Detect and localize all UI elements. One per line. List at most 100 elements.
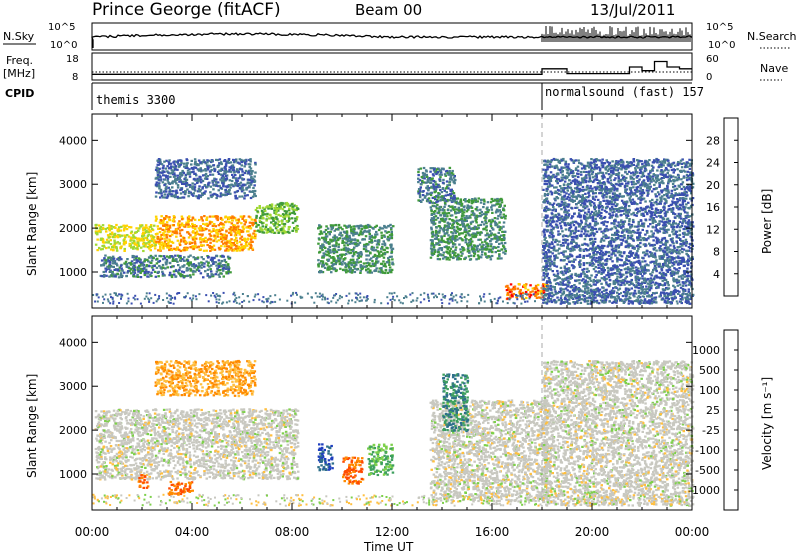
power-data-cell — [434, 188, 438, 191]
power-data-cell — [108, 266, 111, 269]
power-data-cell — [641, 285, 644, 288]
power-data-cell — [506, 284, 509, 287]
power-data-cell — [550, 159, 553, 162]
power-data-cell — [95, 231, 98, 234]
power-data-cell — [493, 235, 497, 238]
power-data-cell — [431, 239, 434, 242]
power-data-cell — [426, 198, 429, 201]
power-data-cell — [548, 234, 551, 237]
power-data-cell — [180, 188, 183, 191]
freq-left-tick-bottom: 8 — [72, 72, 78, 83]
power-data-cell — [170, 248, 174, 252]
power-data-cell — [491, 211, 494, 214]
power-data-cell — [217, 181, 220, 184]
power-data-cell — [226, 272, 230, 275]
power-data-cell — [441, 218, 444, 221]
power-data-cell — [565, 256, 569, 260]
power-data-cell — [348, 267, 352, 270]
power-data-cell — [193, 186, 197, 189]
power-data-cell — [601, 301, 604, 304]
power-data-cell — [167, 227, 170, 230]
power-data-cell — [153, 239, 156, 242]
power-data-cell — [119, 264, 123, 267]
power-data-cell — [214, 180, 218, 183]
power-data-cell — [212, 229, 215, 232]
power-data-cell — [283, 210, 287, 213]
power-data-cell — [450, 214, 454, 217]
power-data-cell — [447, 212, 451, 215]
power-data-cell — [337, 248, 340, 251]
power-data-cell — [104, 241, 108, 244]
power-data-cell — [662, 182, 665, 185]
power-data-cell — [357, 256, 360, 259]
power-data-cell — [229, 243, 233, 246]
power-data-cell — [612, 187, 616, 190]
power-data-cell — [249, 172, 253, 175]
power-data-cell — [182, 191, 185, 194]
power-data-cell — [434, 229, 438, 232]
power-data-cell — [224, 216, 227, 219]
power-data-cell — [168, 248, 171, 252]
power-data-cell — [208, 229, 211, 232]
power-data-cell — [366, 261, 370, 264]
power-data-cell — [189, 225, 192, 228]
power-data-cell — [156, 225, 159, 228]
power-data-cell — [422, 190, 425, 193]
power-data-cell — [141, 233, 144, 236]
power-data-cell — [319, 247, 322, 250]
power-data-cell — [164, 261, 168, 264]
power-data-cell — [319, 245, 322, 248]
power-data-cell — [157, 163, 160, 166]
power-data-cell — [140, 261, 143, 264]
power-data-cell — [439, 198, 443, 201]
power-data-cell — [215, 264, 218, 267]
power-data-cell — [680, 162, 684, 165]
power-data-cell — [158, 231, 162, 234]
power-data-cell — [227, 270, 230, 273]
power-data-cell — [197, 269, 201, 272]
power-data-cell — [230, 165, 233, 169]
power-data-cell — [181, 273, 184, 277]
power-data-cell — [432, 248, 436, 251]
power-data-cell — [657, 238, 660, 241]
power-data-cell — [451, 245, 455, 248]
power-data-cell — [368, 240, 371, 244]
power-data-cell — [453, 197, 456, 200]
power-data-cell — [203, 191, 206, 194]
power-data-cell — [230, 179, 234, 183]
power-data-cell — [490, 221, 493, 224]
power-data-cell — [432, 210, 436, 213]
power-data-cell — [449, 214, 453, 217]
power-data-cell — [625, 202, 628, 205]
power-data-cell — [490, 254, 494, 258]
power-data-cell — [169, 244, 173, 247]
power-data-cell — [636, 231, 639, 234]
power-data-cell — [625, 176, 628, 180]
power-data-cell — [165, 190, 168, 193]
power-data-cell — [282, 229, 285, 232]
power-data-cell — [490, 227, 494, 230]
power-data-cell — [448, 170, 451, 174]
power-data-cell — [334, 239, 338, 242]
power-data-cell — [616, 198, 619, 201]
power-data-cell — [425, 173, 428, 176]
power-data-cell — [203, 240, 206, 243]
power-data-cell — [678, 220, 682, 223]
power-data-cell — [215, 178, 218, 181]
power-data-cell — [186, 173, 190, 176]
power-data-cell — [324, 250, 328, 253]
power-data-cell — [388, 237, 392, 240]
power-data-cell — [433, 212, 436, 215]
power-data-cell — [376, 261, 379, 264]
power-data-cell — [221, 233, 224, 236]
power-data-cell — [487, 234, 490, 237]
power-data-cell — [175, 232, 178, 235]
power-data-cell — [431, 167, 435, 170]
power-data-cell — [258, 206, 262, 210]
power-data-cell — [212, 227, 215, 231]
power-data-cell — [665, 228, 668, 232]
power-data-cell — [113, 236, 116, 239]
power-data-cell — [334, 263, 337, 266]
power-data-cell — [219, 272, 222, 275]
power-data-cell — [185, 267, 189, 270]
